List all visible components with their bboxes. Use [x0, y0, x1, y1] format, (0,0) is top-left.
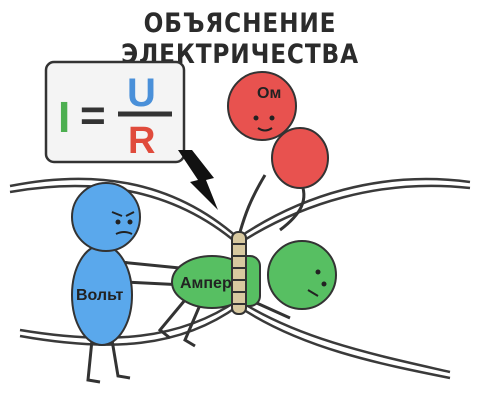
- ohm-label: Ом: [257, 85, 281, 102]
- ampere-character: Ампер: [157, 240, 337, 348]
- formula-r: R: [128, 120, 155, 162]
- page-title: ОБЪЯСНЕНИЕ ЭЛЕКТРИЧЕСТВА: [121, 8, 359, 70]
- rope-knot: [231, 231, 247, 315]
- volt-character: Вольт: [71, 182, 206, 384]
- volt-label: Вольт: [76, 287, 124, 304]
- formula-i: I: [58, 93, 70, 142]
- formula-u: U: [127, 71, 156, 115]
- ampere-label: Ампер: [180, 275, 232, 292]
- formula-box: I = U R: [44, 60, 186, 164]
- lightning-icon: [178, 150, 218, 210]
- ohm-character: Ом: [227, 71, 329, 233]
- formula-equals: =: [80, 91, 106, 140]
